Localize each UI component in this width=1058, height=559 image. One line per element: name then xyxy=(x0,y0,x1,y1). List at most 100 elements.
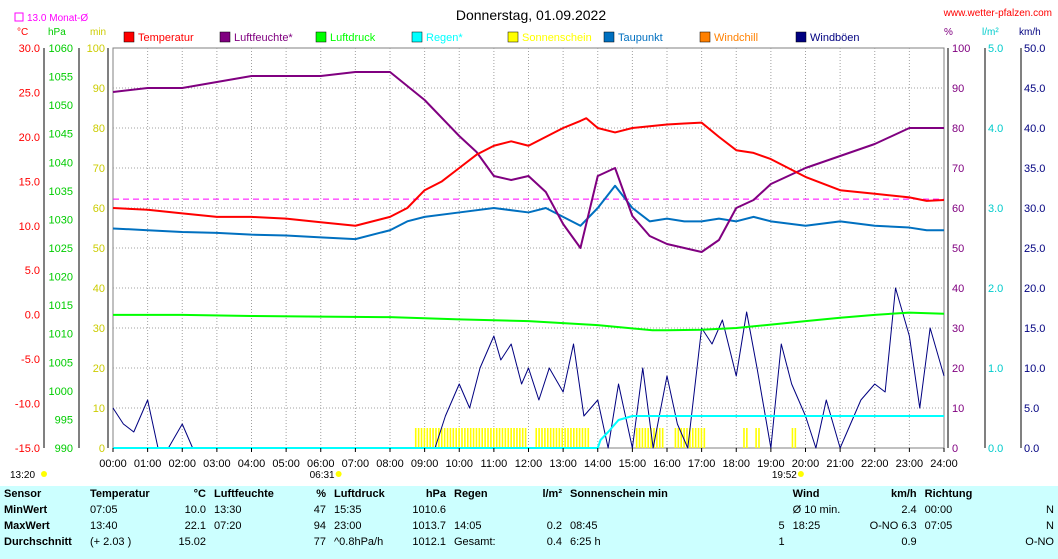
hdr-sun: Sonnenschein min xyxy=(570,488,668,500)
stats-row-max: MaxWert 13:40 22.1 07:20 94 23:00 1013.7… xyxy=(0,518,1058,534)
sunshine-bar xyxy=(746,428,748,448)
sunshine-bar xyxy=(429,428,431,448)
sunshine-bar xyxy=(561,428,564,448)
sunshine-bar xyxy=(544,428,546,448)
d-time xyxy=(921,534,989,550)
temp-axis-tick: 30.0 xyxy=(19,43,40,55)
humidity-axis-tick: 20 xyxy=(952,363,964,375)
t-val: 15.02 xyxy=(178,536,206,548)
sunshine-bar xyxy=(674,428,677,448)
axes: 30.0 25.0 20.0 15.0 10.0 5.0 0.0 -5.0 -10.0 -15.0… xyxy=(15,43,1046,455)
wind-axis-tick: 0.0 xyxy=(1024,443,1039,455)
h-val: 94 xyxy=(313,520,326,532)
sunshine-bar xyxy=(516,428,518,448)
rain-axis-tick: 0.0 xyxy=(988,443,1003,455)
pressure-axis-tick: 1040 xyxy=(49,157,73,169)
sunshine-bar xyxy=(535,428,538,448)
stats-table: Sensor Temperatur °C Luftfeuchte % Luftd… xyxy=(0,486,1058,550)
d-time: 00:00 xyxy=(924,504,953,516)
unit-rain: l/m² xyxy=(982,27,999,38)
temp-axis-tick: 20.0 xyxy=(19,132,40,144)
pressure-axis-tick: 1030 xyxy=(49,214,73,226)
s-time: 08:45 xyxy=(570,520,598,532)
stats-panel: Sensor Temperatur °C Luftfeuchte % Luftd… xyxy=(0,486,1058,559)
sunshine-bar xyxy=(469,428,472,448)
x-tick-label: 13:00 xyxy=(549,458,577,470)
t-time: 07:05 xyxy=(90,504,118,516)
legend-swatch xyxy=(411,31,423,43)
w-val: 0.9 xyxy=(901,536,917,548)
sunshine-bar xyxy=(697,428,700,448)
x-tick-label: 11:00 xyxy=(481,458,508,470)
x-axis: 00:00 01:00 02:00 03:00 04:00 05:00 06:00 07:00… xyxy=(99,448,958,470)
x-tick-label: 06:00 xyxy=(307,458,335,470)
r-time: Gesamt: xyxy=(454,536,496,548)
sunshine-bar xyxy=(658,428,661,448)
h-time: 07:20 xyxy=(214,520,242,532)
legend-swatch xyxy=(315,31,327,43)
pressure-axis-tick: 990 xyxy=(55,443,73,455)
w-time: 18:25 xyxy=(792,520,821,532)
legend-swatch xyxy=(507,31,519,43)
humidity-axis-tick: 10 xyxy=(952,403,964,415)
temp-axis-tick: 5.0 xyxy=(25,265,40,277)
x-tick-label: 22:00 xyxy=(861,458,889,470)
sunshine-bar xyxy=(513,428,515,448)
w-time: Ø 10 min. xyxy=(792,504,841,516)
x-tick-label: 12:00 xyxy=(515,458,543,470)
hdr-sensor: Sensor xyxy=(4,488,42,500)
sunshine-bar xyxy=(458,428,460,448)
sunshine-bar xyxy=(478,428,481,448)
s-time: 6:25 h xyxy=(570,536,601,548)
sunshine-bar xyxy=(653,428,655,448)
stats-row-min: MinWert 07:05 10.0 13:30 47 15:35 1010.6… xyxy=(0,502,1058,518)
sunshine-bar xyxy=(638,428,641,448)
p-val: 1013.7 xyxy=(412,520,446,532)
sunshine-bar xyxy=(426,428,429,448)
sunshine-bar xyxy=(492,428,495,448)
sunshine-bar xyxy=(581,428,584,448)
r-val xyxy=(518,502,566,518)
sunshine-bar xyxy=(584,428,587,448)
w-time xyxy=(789,534,857,550)
sunshine-bar xyxy=(498,428,501,448)
wind-axis-tick: 45.0 xyxy=(1024,83,1045,95)
humidity-axis-tick: 90 xyxy=(952,83,964,95)
hdr-dir: Richtung xyxy=(924,488,973,500)
wind-axis-tick: 15.0 xyxy=(1024,323,1045,335)
legend-label: Regen* xyxy=(426,32,463,44)
s-val: 5 xyxy=(778,520,785,532)
sunshine-bar xyxy=(466,428,469,448)
weather-chart: Donnerstag, 01.09.2022 www.wetter-pfalze… xyxy=(10,7,1052,480)
x-tick-label: 05:00 xyxy=(272,458,300,470)
stats-header-row: Sensor Temperatur °C Luftfeuchte % Luftd… xyxy=(0,486,1058,502)
hdr-rain-unit: l/m² xyxy=(542,488,562,500)
sun-axis-tick: 100 xyxy=(87,43,105,55)
sunshine-bar xyxy=(644,428,647,448)
h-val: 77 xyxy=(313,536,326,548)
t-val: 10.0 xyxy=(184,504,206,516)
humidity-axis-tick: 50 xyxy=(952,243,964,255)
legend-label: Taupunkt xyxy=(618,32,663,44)
x-tick-label: 17:00 xyxy=(688,458,716,470)
pressure-axis-tick: 1020 xyxy=(49,272,73,284)
d-val: O-NO xyxy=(1025,536,1054,548)
sunshine-bar xyxy=(443,428,446,448)
sun-axis-tick: 70 xyxy=(93,163,105,175)
sunshine-bar xyxy=(475,428,478,448)
pressure-axis-tick: 1005 xyxy=(49,357,73,369)
sun-axis-tick: 40 xyxy=(93,283,105,295)
x-tick-label: 08:00 xyxy=(376,458,404,470)
legend-swatch xyxy=(603,31,615,43)
w-val: 2.4 xyxy=(901,504,917,516)
sunshine-bar xyxy=(420,428,423,448)
sunshine-bar xyxy=(495,428,498,448)
t-time: (+ 2.03 ) xyxy=(90,536,132,548)
sunshine-bar xyxy=(552,428,555,448)
sunrise-label: 06:31 xyxy=(310,470,335,480)
sunshine-bar xyxy=(700,428,703,448)
row-label: MaxWert xyxy=(4,520,50,532)
sunshine-bar xyxy=(686,428,688,448)
temp-axis-tick: -10.0 xyxy=(15,399,40,411)
sunshine-bar xyxy=(541,428,543,448)
